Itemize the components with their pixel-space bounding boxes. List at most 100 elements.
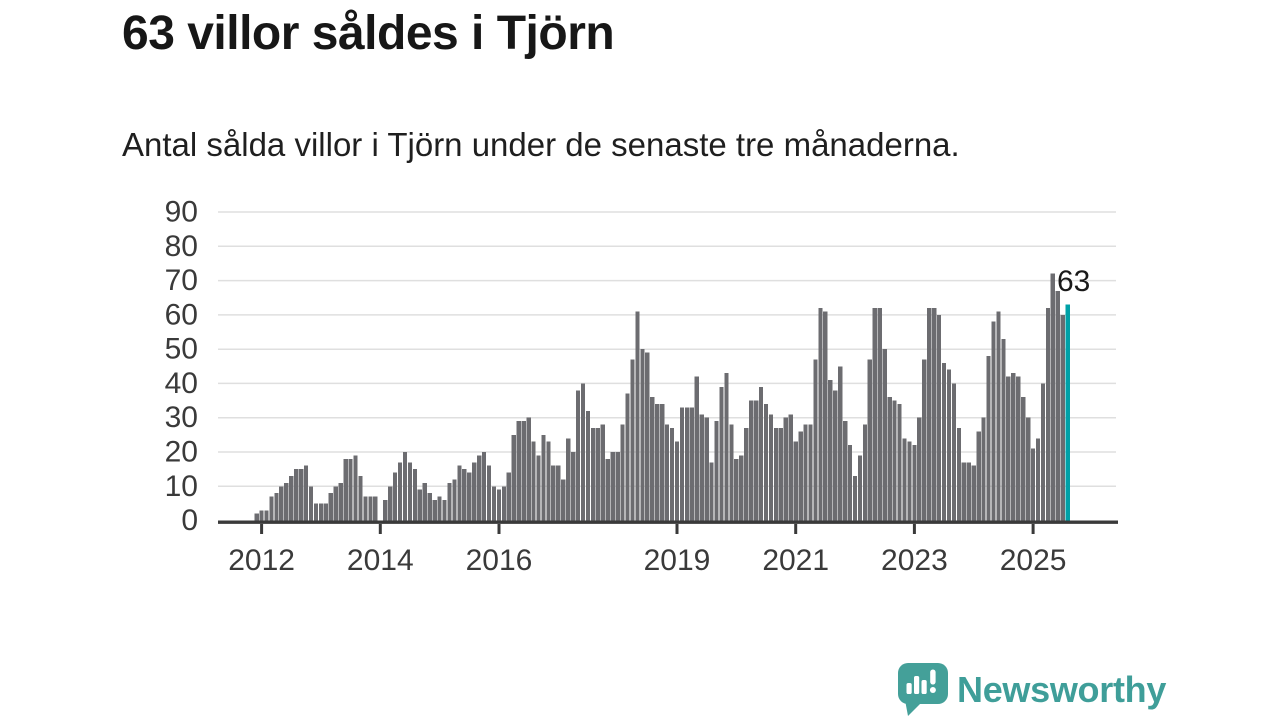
- bar: [951, 383, 957, 521]
- bar: [867, 359, 872, 521]
- bar: [640, 349, 645, 521]
- bar: [714, 421, 719, 521]
- bar: [847, 445, 853, 521]
- y-axis-label: 50: [165, 333, 198, 366]
- bar: [922, 359, 927, 521]
- bar: [388, 486, 393, 521]
- bar: [501, 486, 507, 521]
- bar: [655, 404, 660, 521]
- bar: [481, 452, 487, 521]
- y-axis-label: 0: [181, 504, 198, 537]
- bar: [338, 482, 343, 521]
- bar: [823, 311, 828, 521]
- newsworthy-speech-bubble-chart-icon: [898, 663, 948, 716]
- bar: [279, 486, 284, 521]
- bar: [783, 417, 788, 521]
- bar: [417, 489, 422, 521]
- bar: [318, 503, 324, 521]
- bar: [427, 493, 432, 521]
- bar: [254, 513, 259, 521]
- bar: [852, 476, 858, 521]
- bar: [763, 404, 769, 521]
- bar: [358, 476, 363, 521]
- bar: [729, 424, 734, 521]
- x-axis-label: 2023: [881, 544, 948, 577]
- bar: [645, 352, 650, 521]
- bar: [363, 496, 368, 521]
- bar: [635, 311, 640, 521]
- bar: [605, 458, 610, 521]
- bar: [536, 455, 541, 521]
- bar: [353, 455, 358, 521]
- bar: [328, 493, 333, 521]
- bar: [333, 486, 338, 521]
- bar: [724, 373, 729, 521]
- bar: [966, 462, 971, 521]
- bar: [981, 417, 986, 521]
- bar: [907, 441, 912, 521]
- bar: [1055, 290, 1060, 521]
- y-axis-label: 60: [165, 298, 198, 331]
- bar: [462, 469, 467, 521]
- bar: [561, 479, 566, 521]
- bar: [887, 397, 892, 521]
- x-axis-label: 2012: [228, 544, 295, 577]
- bar: [1021, 397, 1026, 521]
- bar: [936, 314, 942, 521]
- bar: [689, 407, 694, 521]
- bar: [650, 397, 655, 521]
- bar: [571, 452, 576, 521]
- bar: [927, 308, 932, 521]
- x-axis-label: 2014: [347, 544, 414, 577]
- bar: [402, 452, 408, 521]
- bar: [383, 500, 388, 521]
- bar: [308, 486, 314, 521]
- bar: [556, 465, 561, 521]
- bar: [996, 311, 1001, 521]
- bar: [274, 493, 279, 521]
- bar-chart-glyph: [906, 676, 927, 694]
- bar: [600, 424, 605, 521]
- bar: [679, 407, 685, 521]
- bar: [516, 421, 521, 521]
- bar: [932, 308, 937, 521]
- page-title: 63 villor såldes i Tjörn: [122, 7, 615, 60]
- bar: [699, 414, 704, 521]
- exclamation-glyph: [929, 669, 936, 693]
- highlighted-bar: [1065, 304, 1070, 521]
- bar: [457, 465, 462, 521]
- bar: [1011, 373, 1016, 521]
- bar: [546, 441, 551, 521]
- bar: [862, 424, 868, 521]
- bar: [526, 417, 531, 521]
- bar: [284, 482, 289, 521]
- bar: [397, 462, 403, 521]
- bar: [1035, 438, 1041, 521]
- bar: [442, 500, 447, 521]
- bar: [818, 308, 823, 521]
- bar: [1026, 417, 1031, 521]
- bar: [294, 469, 299, 521]
- bar: [630, 359, 635, 521]
- y-axis-label: 20: [165, 436, 198, 469]
- bar: [506, 472, 511, 521]
- y-axis-label: 80: [165, 230, 198, 263]
- bar: [491, 486, 497, 521]
- bar: [754, 400, 759, 521]
- bar: [798, 431, 803, 521]
- bar: [437, 496, 442, 521]
- bar: [991, 321, 996, 521]
- bar: [477, 455, 482, 521]
- bar: [496, 489, 502, 521]
- bar: [472, 462, 477, 521]
- bar: [580, 383, 586, 521]
- bar: [323, 503, 328, 521]
- bar: [620, 424, 625, 521]
- bar: [684, 407, 690, 521]
- bar: [882, 349, 887, 521]
- bar: [373, 496, 378, 521]
- bar: [758, 386, 764, 521]
- bar: [709, 462, 714, 521]
- bar: [739, 455, 744, 521]
